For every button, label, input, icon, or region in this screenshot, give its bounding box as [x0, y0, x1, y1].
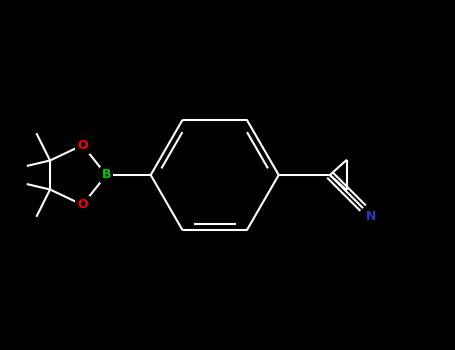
Text: O: O	[77, 198, 88, 211]
Text: N: N	[366, 210, 376, 223]
Text: B: B	[101, 168, 111, 182]
Text: O: O	[77, 139, 88, 152]
